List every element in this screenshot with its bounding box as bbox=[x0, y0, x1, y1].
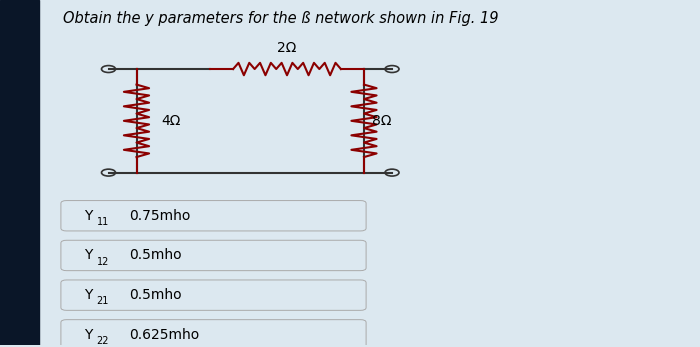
Bar bbox=[0, 0, 38, 345]
Text: Y: Y bbox=[84, 288, 92, 302]
Text: 0.5mho: 0.5mho bbox=[130, 248, 182, 262]
Text: 12: 12 bbox=[97, 257, 109, 266]
Text: 11: 11 bbox=[97, 217, 109, 227]
Text: 2Ω: 2Ω bbox=[277, 41, 297, 54]
Text: 21: 21 bbox=[97, 296, 109, 306]
FancyBboxPatch shape bbox=[61, 320, 366, 347]
Text: 8Ω: 8Ω bbox=[372, 114, 392, 128]
Text: 4Ω: 4Ω bbox=[161, 114, 181, 128]
Text: Y: Y bbox=[84, 209, 92, 223]
Text: Y: Y bbox=[84, 328, 92, 342]
FancyBboxPatch shape bbox=[61, 280, 366, 310]
Text: Obtain the y parameters for the ß network shown in Fig. 19: Obtain the y parameters for the ß networ… bbox=[63, 11, 498, 26]
Text: Y: Y bbox=[84, 248, 92, 262]
Text: 0.625mho: 0.625mho bbox=[130, 328, 200, 342]
Text: 22: 22 bbox=[97, 336, 109, 346]
FancyBboxPatch shape bbox=[61, 201, 366, 231]
FancyBboxPatch shape bbox=[61, 240, 366, 271]
Text: 0.75mho: 0.75mho bbox=[130, 209, 191, 223]
Text: 0.5mho: 0.5mho bbox=[130, 288, 182, 302]
